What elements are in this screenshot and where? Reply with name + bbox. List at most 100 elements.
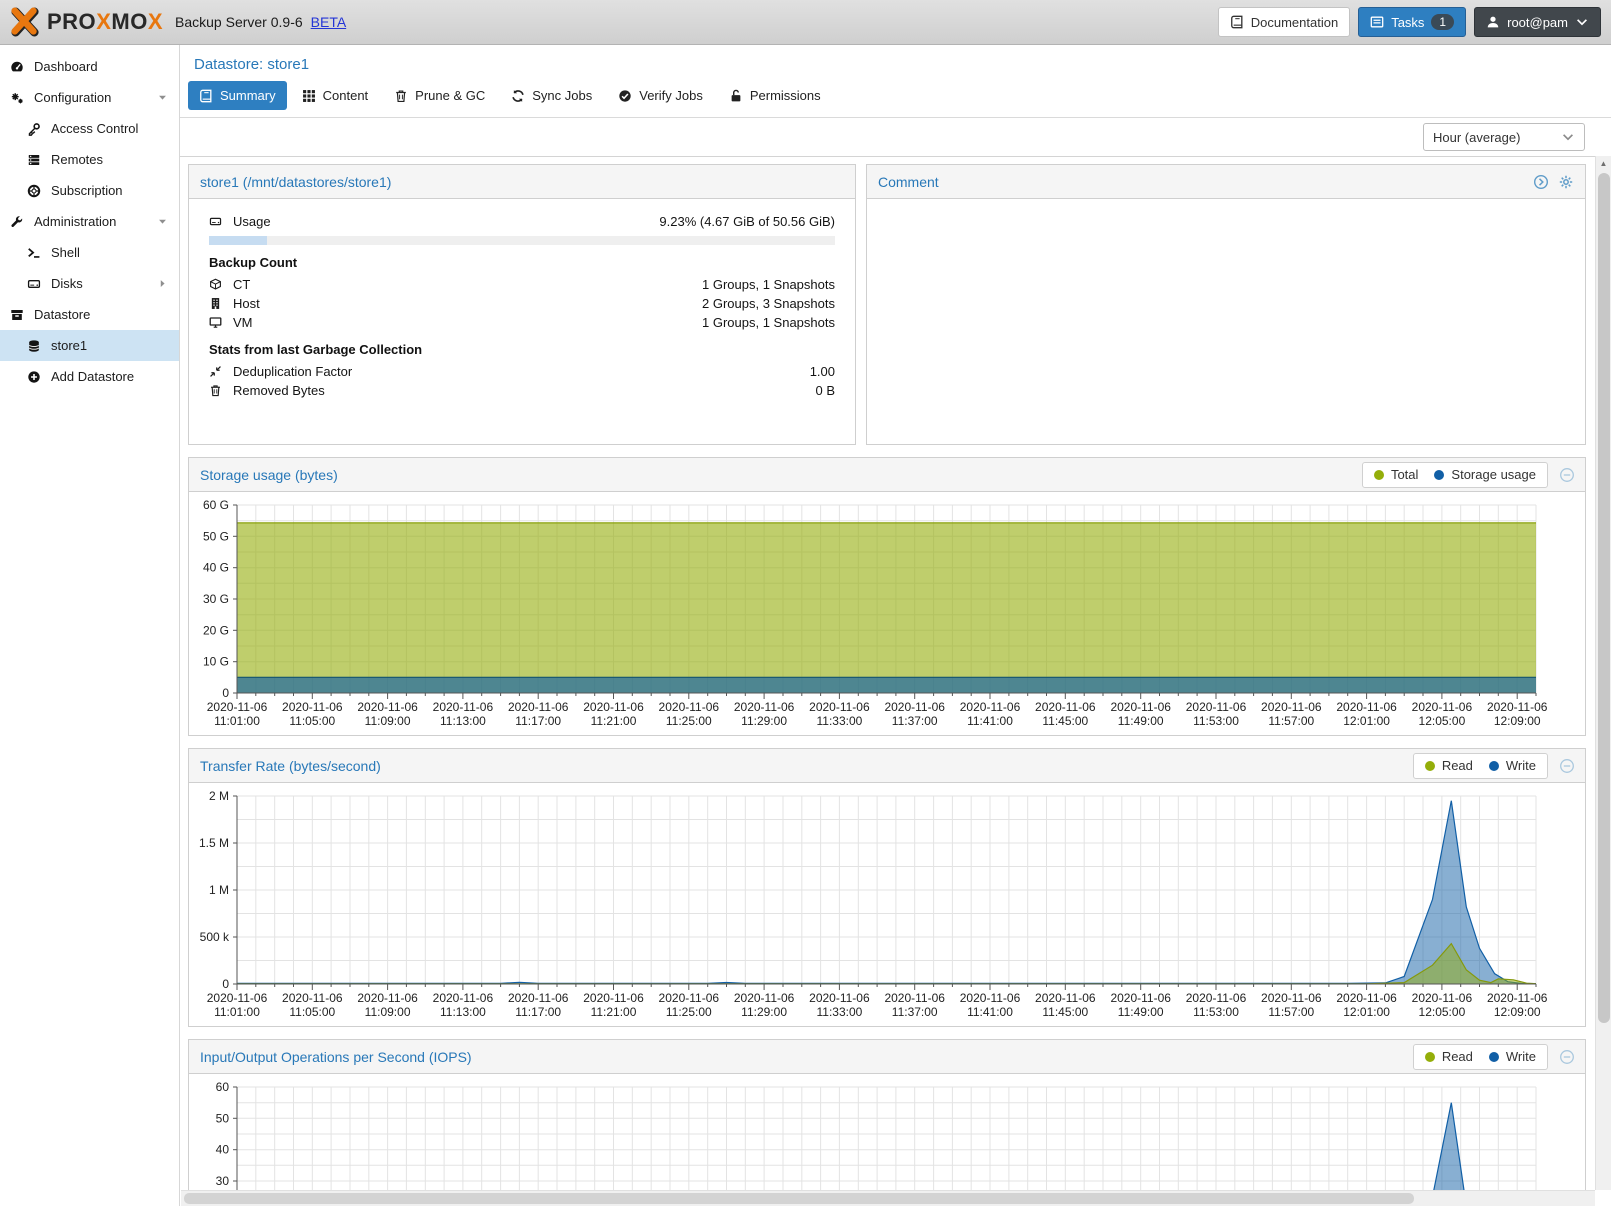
svg-text:11:49:00: 11:49:00 [1118,714,1164,728]
tab-content[interactable]: Content [291,81,380,110]
svg-text:2020-11-06: 2020-11-06 [433,700,494,714]
timeframe-select[interactable]: Hour (average) [1423,123,1585,151]
proxmox-wordmark: PROXMOX [47,9,163,35]
sidebar-item-dashboard[interactable]: Dashboard [0,51,179,82]
svg-text:11:13:00: 11:13:00 [440,1005,486,1019]
svg-text:2020-11-06: 2020-11-06 [1035,700,1096,714]
tab-verify-jobs[interactable]: Verify Jobs [607,81,714,110]
svg-text:11:45:00: 11:45:00 [1042,1005,1088,1019]
svg-text:12:05:00: 12:05:00 [1419,1005,1466,1019]
svg-text:2020-11-06: 2020-11-06 [1261,700,1322,714]
svg-text:2020-11-06: 2020-11-06 [1487,700,1548,714]
gear-icon[interactable] [1558,174,1574,190]
svg-text:11:13:00: 11:13:00 [440,714,486,728]
sidebar-item-access-control[interactable]: Access Control [0,113,179,144]
expand-comment-icon[interactable] [1533,174,1549,190]
iops-chart: 01020304050602020-11-0611:01:002020-11-0… [191,1077,1584,1204]
legend-item-storage-usage[interactable]: Storage usage [1434,467,1536,482]
svg-text:11:29:00: 11:29:00 [741,1005,787,1019]
tasks-count-badge: 1 [1431,14,1454,30]
trash-icon [394,89,408,103]
svg-text:11:57:00: 11:57:00 [1268,1005,1314,1019]
backup-count-heading: Backup Count [209,255,835,270]
documentation-button[interactable]: Documentation [1218,7,1350,37]
svg-text:2020-11-06: 2020-11-06 [1336,991,1397,1005]
legend-dot [1489,1052,1499,1062]
key-icon [27,122,43,136]
comment-panel: Comment [866,164,1586,445]
chart-title: Transfer Rate (bytes/second) [200,758,381,774]
tab-permissions[interactable]: Permissions [718,81,832,110]
svg-text:0: 0 [222,977,229,991]
beta-link[interactable]: BETA [311,14,347,30]
user-icon [1486,15,1500,29]
tab-prune-gc[interactable]: Prune & GC [383,81,496,110]
caret-down-icon [157,92,168,103]
usage-progress-fill [209,236,267,245]
tasks-button[interactable]: Tasks 1 [1358,7,1466,37]
legend-item-read[interactable]: Read [1425,758,1473,773]
svg-text:2020-11-06: 2020-11-06 [282,700,343,714]
legend-item-write[interactable]: Write [1489,758,1536,773]
sidebar-item-add-datastore[interactable]: Add Datastore [0,361,179,392]
svg-text:2020-11-06: 2020-11-06 [1110,700,1171,714]
sidebar-item-datastore[interactable]: Datastore [0,299,179,330]
collapse-chart-icon[interactable] [1559,467,1575,483]
sidebar-item-store1[interactable]: store1 [0,330,179,361]
sidebar-item-subscription[interactable]: Subscription [0,175,179,206]
legend-item-write[interactable]: Write [1489,1049,1536,1064]
svg-text:1.5 M: 1.5 M [199,836,229,850]
cube-icon [209,278,224,291]
svg-text:0: 0 [222,686,229,700]
svg-text:2020-11-06: 2020-11-06 [884,991,945,1005]
vertical-scroll-thumb[interactable] [1598,173,1610,1023]
svg-text:11:45:00: 11:45:00 [1042,714,1088,728]
book-icon [199,89,213,103]
svg-text:2020-11-06: 2020-11-06 [809,991,870,1005]
legend-dot [1489,761,1499,771]
svg-text:11:37:00: 11:37:00 [892,714,938,728]
vertical-scrollbar[interactable]: ▲ [1595,156,1611,1190]
collapse-chart-icon[interactable] [1559,758,1575,774]
svg-text:2020-11-06: 2020-11-06 [583,991,644,1005]
svg-text:2 M: 2 M [209,789,229,803]
sidebar-item-configuration[interactable]: Configuration [0,82,179,113]
remotes-icon [27,153,43,167]
unlock-icon [729,89,743,103]
svg-text:2020-11-06: 2020-11-06 [433,991,494,1005]
caret-down-icon [157,216,168,227]
horizontal-scroll-thumb[interactable] [184,1193,1414,1204]
storage-usage-panel: Storage usage (bytes) TotalStorage usage… [188,457,1586,736]
user-menu-button[interactable]: root@pam [1474,7,1601,37]
comment-body[interactable] [867,199,1585,444]
svg-text:2020-11-06: 2020-11-06 [207,991,268,1005]
svg-text:2020-11-06: 2020-11-06 [583,700,644,714]
legend-dot [1425,1052,1435,1062]
tab-sync-jobs[interactable]: Sync Jobs [500,81,603,110]
legend-item-read[interactable]: Read [1425,1049,1473,1064]
summary-content: store1 (/mnt/datastores/store1) Usage 9.… [180,157,1611,1206]
svg-text:2020-11-06: 2020-11-06 [809,700,870,714]
sidebar-item-shell[interactable]: Shell [0,237,179,268]
horizontal-scrollbar[interactable] [181,1190,1595,1206]
lifering-icon [27,184,43,198]
archive-icon [10,308,26,322]
caret-right-icon [157,278,168,289]
chart-legend: Read Write [1413,1044,1548,1070]
scroll-up-arrow[interactable]: ▲ [1596,156,1611,171]
svg-text:11:05:00: 11:05:00 [289,714,335,728]
svg-text:2020-11-06: 2020-11-06 [1110,991,1171,1005]
dashboard-icon [10,60,26,74]
legend-dot [1434,470,1444,480]
sidebar-item-remotes[interactable]: Remotes [0,144,179,175]
svg-text:500 k: 500 k [200,930,230,944]
proxmox-x-icon [10,7,40,37]
sidebar-item-disks[interactable]: Disks [0,268,179,299]
sidebar-item-administration[interactable]: Administration [0,206,179,237]
collapse-chart-icon[interactable] [1559,1049,1575,1065]
trash-icon [209,384,224,397]
svg-text:11:53:00: 11:53:00 [1193,714,1239,728]
tab-summary[interactable]: Summary [188,81,287,110]
datastore-info-title: store1 (/mnt/datastores/store1) [200,174,391,190]
legend-item-total[interactable]: Total [1374,467,1418,482]
